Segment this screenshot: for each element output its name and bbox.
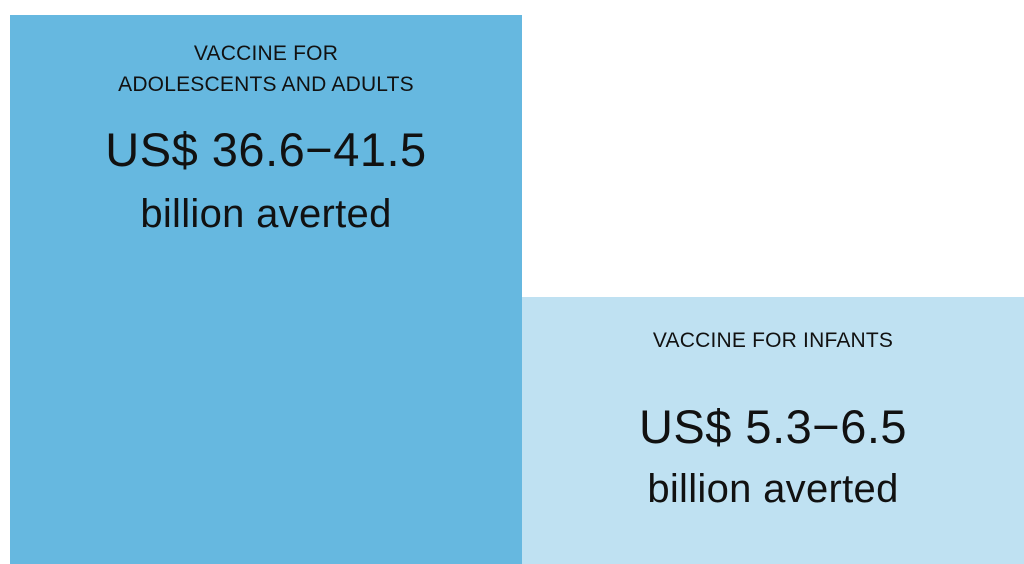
infants-vaccine-panel: VACCINE FOR INFANTS US$ 5.3−6.5 billion … [522,297,1024,564]
adults-vaccine-panel: VACCINE FOR ADOLESCENTS AND ADULTS US$ 3… [10,15,522,564]
infants-cost-range: US$ 5.3−6.5 [638,400,908,453]
adults-panel-title: VACCINE FOR ADOLESCENTS AND ADULTS [118,38,414,100]
adults-title-line-1: VACCINE FOR [193,42,339,65]
infants-title-line-1: VACCINE FOR INFANTS [652,329,894,352]
adults-cost-range: US$ 36.6−41.5 [105,123,427,176]
infants-panel-title: VACCINE FOR INFANTS [653,325,893,356]
infants-cost-unit: billion averted [647,467,899,511]
adults-cost-unit: billion averted [140,192,392,236]
adults-title-line-2: ADOLESCENTS AND ADULTS [118,73,414,96]
